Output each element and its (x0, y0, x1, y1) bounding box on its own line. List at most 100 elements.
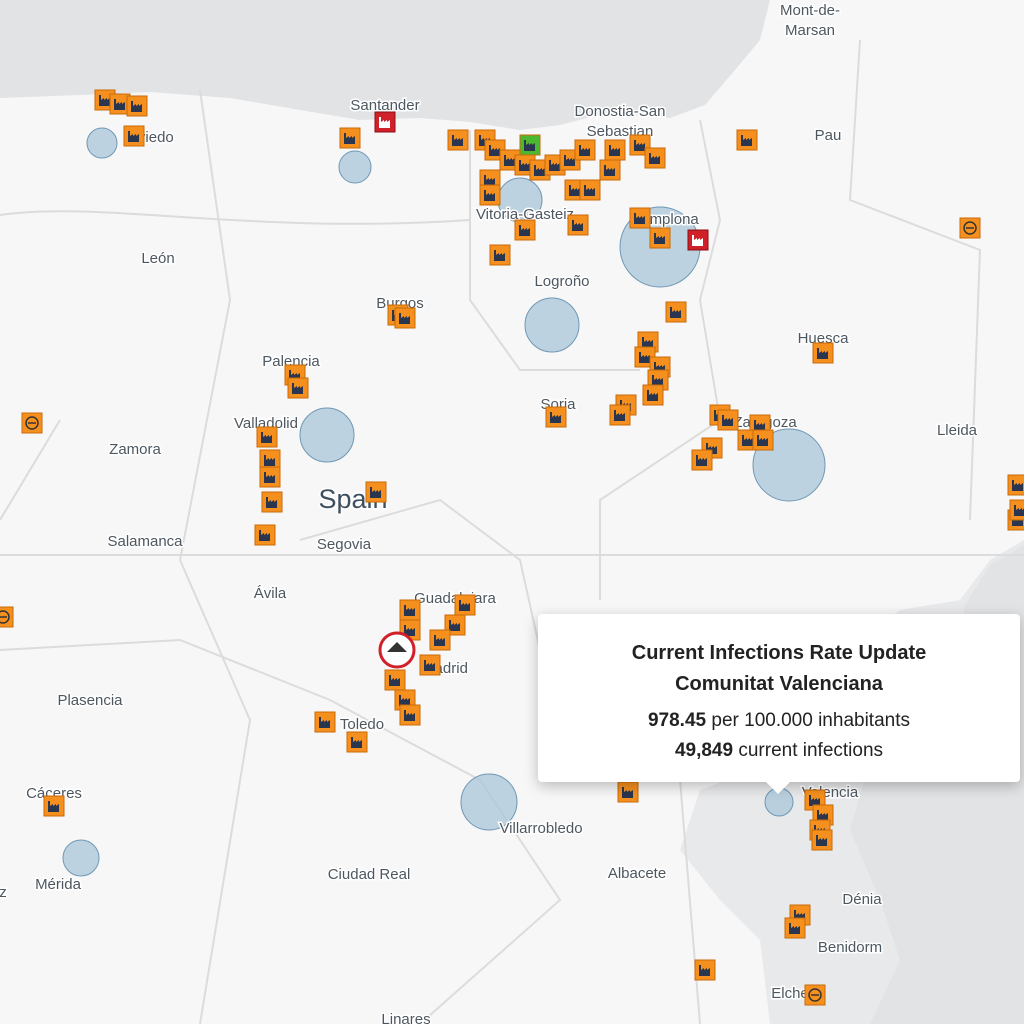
region-border (0, 419, 61, 521)
factory-icon[interactable] (694, 959, 716, 981)
infection-rate-circle[interactable] (299, 407, 355, 463)
infection-rate-circle[interactable] (86, 127, 118, 159)
factory-icon[interactable] (752, 429, 774, 451)
tooltip-region: Comunitat Valenciana (675, 673, 883, 695)
factory-icon[interactable] (599, 159, 621, 181)
place-label: Dénia (842, 891, 882, 908)
factory-icon[interactable] (399, 704, 421, 726)
factory-icon[interactable] (717, 409, 739, 431)
factory-icon[interactable] (644, 147, 666, 169)
no-entry-icon[interactable] (959, 217, 981, 239)
no-entry-icon[interactable] (804, 984, 826, 1006)
place-label: Toledo (340, 716, 384, 733)
tooltip-count: 49,849 (674, 740, 734, 761)
place-label: Mont-de- (780, 2, 840, 19)
no-entry-icon[interactable] (0, 606, 14, 628)
factory-icon[interactable] (429, 629, 451, 651)
factory-icon[interactable] (339, 127, 361, 149)
factory-icon[interactable] (609, 404, 631, 426)
place-label: Zamora (109, 441, 161, 458)
tooltip-rate-suffix: per 100.000 inhabitants (711, 710, 910, 731)
region-border (0, 210, 471, 225)
factory-icon[interactable] (642, 384, 664, 406)
tooltip-rate: 978.45 (647, 710, 707, 731)
factory-icon[interactable] (784, 917, 806, 939)
infection-rate-circle[interactable] (62, 839, 100, 877)
region-border (178, 89, 252, 1024)
place-label: Mérida (35, 876, 82, 893)
factory-icon[interactable] (567, 214, 589, 236)
factory-icon[interactable] (259, 449, 281, 471)
factory-green-icon[interactable] (519, 134, 541, 156)
factory-alert-icon[interactable] (374, 111, 396, 133)
factory-icon[interactable] (314, 711, 336, 733)
infection-rate-circle[interactable] (460, 773, 518, 831)
region-border (469, 130, 640, 371)
factory-icon[interactable] (1007, 474, 1024, 496)
factory-icon[interactable] (256, 426, 278, 448)
region-tooltip: Current Infections Rate Update Comunitat… (538, 614, 1020, 794)
place-label: Santander (350, 97, 419, 114)
infection-rate-circle[interactable] (338, 150, 372, 184)
region-border (599, 119, 722, 600)
place-label: Valladolid (234, 415, 298, 432)
factory-icon[interactable] (287, 377, 309, 399)
factory-icon[interactable] (419, 654, 441, 676)
factory-icon[interactable] (384, 669, 406, 691)
factory-icon[interactable] (43, 795, 65, 817)
factory-icon[interactable] (399, 599, 421, 621)
factory-icon[interactable] (811, 829, 833, 851)
place-label: León (141, 250, 174, 267)
factory-icon[interactable] (812, 342, 834, 364)
place-label: Marsan (785, 22, 835, 39)
infection-rate-circle[interactable] (524, 297, 580, 353)
factory-icon[interactable] (261, 491, 283, 513)
factory-icon[interactable] (604, 139, 626, 161)
place-label: z (0, 884, 7, 901)
factory-icon[interactable] (365, 481, 387, 503)
factory-icon[interactable] (394, 307, 416, 329)
factory-icon[interactable] (254, 524, 276, 546)
factory-icon[interactable] (617, 781, 639, 803)
factory-icon[interactable] (126, 95, 148, 117)
factory-icon[interactable] (1009, 499, 1024, 521)
place-label: Cáceres (26, 785, 82, 802)
factory-icon[interactable] (454, 594, 476, 616)
factory-icon[interactable] (665, 301, 687, 323)
factory-icon[interactable] (736, 129, 758, 151)
place-label: Elche (771, 985, 809, 1002)
hazard-circle-icon[interactable] (378, 631, 416, 669)
region-border (0, 638, 562, 1024)
place-label: Ávila (254, 585, 287, 602)
factory-icon[interactable] (574, 139, 596, 161)
region-border (299, 498, 541, 651)
place-label: Ciudad Real (328, 866, 411, 883)
place-label: Pau (815, 127, 842, 144)
place-label: Salamanca (107, 533, 183, 550)
factory-icon[interactable] (479, 184, 501, 206)
factory-icon[interactable] (649, 227, 671, 249)
place-label: Segovia (317, 536, 372, 553)
factory-icon[interactable] (579, 179, 601, 201)
factory-icon[interactable] (514, 219, 536, 241)
factory-icon[interactable] (489, 244, 511, 266)
factory-icon[interactable] (109, 93, 131, 115)
factory-icon[interactable] (346, 731, 368, 753)
sea-bay-of-biscay (0, 0, 770, 130)
factory-icon[interactable] (259, 466, 281, 488)
region-border (848, 39, 982, 521)
tooltip-count-suffix: current infections (738, 740, 884, 761)
place-label: Donostia-San (575, 103, 666, 120)
place-label: Villarrobledo (499, 820, 582, 837)
place-label: Lleida (937, 422, 978, 439)
factory-alert-icon[interactable] (687, 229, 709, 251)
factory-icon[interactable] (123, 125, 145, 147)
factory-icon[interactable] (447, 129, 469, 151)
no-entry-icon[interactable] (21, 412, 43, 434)
place-label: Albacete (608, 865, 666, 882)
factory-icon[interactable] (545, 406, 567, 428)
factory-icon[interactable] (629, 207, 651, 229)
factory-icon[interactable] (691, 449, 713, 471)
place-label: Vitoria-Gasteiz (476, 206, 574, 223)
